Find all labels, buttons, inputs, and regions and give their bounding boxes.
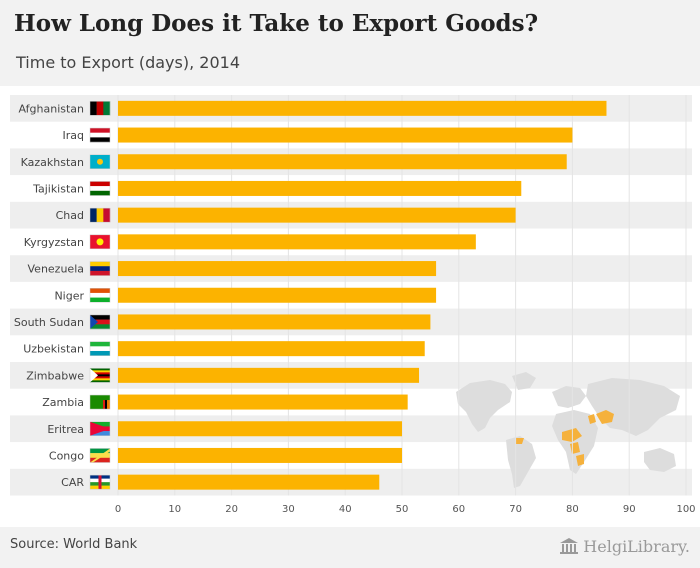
library-building-icon [560, 538, 579, 554]
flag-icon [89, 181, 111, 196]
brand-logo: HelgiLibrary. [559, 534, 690, 558]
flag-icon [89, 474, 111, 490]
category-label: Niger [54, 289, 84, 302]
map-europe [552, 386, 586, 408]
category-label: Iraq [63, 129, 85, 142]
category-label: Uzbekistan [23, 343, 84, 356]
flag-icon [89, 341, 111, 356]
bar-iraq [118, 127, 573, 143]
x-tick-label: 80 [566, 504, 579, 515]
x-tick-label: 90 [623, 504, 636, 515]
category-label: CAR [61, 476, 84, 489]
bar-chart: Afghanistan Iraq Kazakhstan Tajikistan Chad K… [10, 95, 696, 515]
bar-kazakhstan [118, 154, 567, 170]
bar-congo [118, 447, 402, 463]
world-map-watermark [456, 372, 680, 488]
flag-icon [89, 394, 111, 410]
chart-title: How Long Does it Take to Export Goods? [14, 10, 539, 37]
bar-venezuela [118, 261, 437, 277]
bar-tajikistan [118, 180, 522, 196]
x-tick-label: 30 [282, 504, 295, 515]
x-tick-label: 0 [115, 504, 121, 515]
bar-zambia [118, 394, 408, 410]
category-label: Chad [56, 209, 84, 222]
category-label: Tajikistan [32, 182, 84, 195]
category-label: Zambia [42, 396, 84, 409]
category-label: Kazakhstan [21, 156, 84, 169]
map-australia [644, 448, 676, 472]
category-label: Zimbabwe [26, 369, 84, 382]
map-greenland [512, 372, 536, 390]
flag-icon [89, 314, 111, 330]
flag-icon [89, 421, 111, 436]
x-tick-label: 40 [339, 504, 352, 515]
bar-afghanistan [118, 100, 607, 116]
map-africa [552, 410, 598, 474]
x-tick-label: 70 [509, 504, 522, 515]
x-axis-ticks: 0 10 20 30 40 50 60 70 80 90 100 [115, 504, 696, 515]
flag-icon [89, 288, 111, 303]
chart-subtitle: Time to Export (days), 2014 [16, 53, 240, 72]
bar-south-sudan [118, 314, 431, 330]
chart-header: How Long Does it Take to Export Goods? T… [0, 0, 700, 86]
bar-kyrgyzstan [118, 234, 476, 250]
category-label: South Sudan [14, 316, 84, 329]
map-south-america [506, 436, 536, 488]
brand-name: HelgiLibrary. [583, 536, 690, 556]
category-label: Kyrgyzstan [24, 236, 84, 249]
flag-icon [89, 234, 111, 250]
chart-footer: Source: World Bank HelgiLibrary. [0, 527, 700, 568]
flag-icon [89, 207, 111, 223]
category-label: Eritrea [47, 423, 84, 436]
bar-eritrea [118, 421, 402, 437]
x-tick-label: 10 [168, 504, 181, 515]
source-note: Source: World Bank [10, 537, 138, 552]
x-tick-label: 60 [452, 504, 465, 515]
map-highlight-central-asia [596, 410, 614, 424]
flag-icon [89, 154, 111, 169]
category-label: Congo [49, 449, 84, 462]
flags [89, 101, 111, 490]
map-highlight-africa-south [576, 454, 584, 466]
bar-zimbabwe [118, 367, 420, 383]
flag-icon [89, 261, 111, 276]
bar-niger [118, 287, 437, 303]
x-tick-label: 20 [225, 504, 238, 515]
bar-uzbekistan [118, 341, 425, 357]
category-label: Venezuela [28, 263, 85, 276]
category-label: Afghanistan [19, 102, 85, 115]
flag-icon [89, 127, 111, 143]
bar-car [118, 474, 380, 490]
flag-icon [89, 368, 111, 383]
flag-icon [89, 101, 111, 116]
x-tick-label: 50 [396, 504, 409, 515]
map-highlight-iraq [588, 414, 596, 424]
map-north-america [456, 380, 512, 432]
map-highlight-venezuela [516, 438, 524, 444]
bars [118, 100, 607, 490]
flag-icon [89, 448, 111, 463]
x-tick-label: 100 [676, 504, 695, 515]
category-labels: Afghanistan Iraq Kazakhstan Tajikistan Chad K… [14, 102, 85, 489]
bar-chad [118, 207, 516, 223]
